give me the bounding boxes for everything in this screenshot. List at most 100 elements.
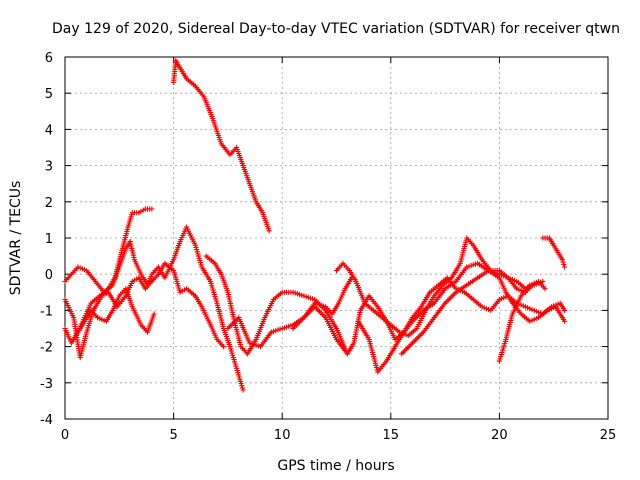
y-tick-label: -1: [40, 304, 53, 319]
data-point: [222, 345, 225, 348]
y-tick-label: -3: [40, 377, 53, 392]
data-point: [112, 309, 114, 312]
data-point: [511, 302, 514, 305]
data-point: [185, 77, 188, 80]
data-point: [516, 287, 518, 290]
data-point: [133, 258, 136, 261]
data-point: [138, 211, 140, 214]
data-point: [520, 295, 522, 297]
data-point: [120, 251, 123, 254]
data-point: [314, 306, 316, 308]
data-point: [107, 287, 110, 290]
data-point: [248, 342, 251, 344]
data-point: [563, 320, 566, 323]
data-point: [348, 269, 351, 272]
data-point: [357, 320, 360, 323]
data-point: [164, 277, 166, 279]
data-point: [481, 258, 483, 261]
data-series: [62, 58, 568, 393]
data-point: [529, 284, 531, 286]
x-tick-label: 25: [600, 428, 617, 443]
data-point: [201, 266, 203, 268]
data-point: [131, 280, 134, 283]
data-point: [255, 338, 257, 341]
data-point: [227, 327, 229, 330]
data-point: [476, 277, 479, 279]
data-point: [407, 334, 410, 337]
data-point: [303, 316, 305, 319]
data-point: [175, 59, 177, 62]
data-point: [353, 342, 355, 344]
series-markers: [73, 286, 157, 339]
data-point: [90, 309, 92, 312]
data-point: [555, 248, 557, 250]
y-tick-label: 0: [45, 268, 53, 283]
data-point: [555, 306, 557, 308]
data-point: [248, 182, 251, 185]
data-point: [498, 273, 501, 276]
data-point: [292, 327, 294, 330]
series-markers: [496, 278, 548, 364]
data-point: [220, 143, 223, 145]
data-point: [433, 316, 436, 319]
chart-title: Day 129 of 2020, Sidereal Day-to-day VTE…: [52, 21, 620, 37]
data-point: [548, 237, 551, 239]
data-point: [125, 287, 127, 290]
data-point: [466, 237, 468, 239]
data-point: [229, 345, 231, 348]
data-point: [172, 81, 175, 84]
data-point: [533, 309, 535, 312]
data-point: [511, 313, 514, 315]
data-point: [292, 324, 294, 326]
data-point: [259, 345, 262, 348]
data-point: [381, 316, 383, 319]
data-point: [179, 67, 181, 69]
data-point: [337, 302, 340, 305]
series-markers: [540, 235, 568, 270]
data-point: [455, 291, 457, 294]
data-point: [411, 320, 414, 323]
y-tick-label: 6: [45, 51, 53, 66]
data-point: [466, 266, 468, 268]
data-point: [246, 353, 249, 355]
data-point: [144, 287, 147, 290]
data-point: [544, 287, 546, 290]
data-point: [314, 298, 316, 301]
data-point: [72, 316, 75, 319]
data-point: [131, 211, 134, 214]
data-point: [242, 389, 244, 391]
data-point: [487, 269, 490, 272]
y-tick-label: 4: [45, 123, 53, 138]
data-point: [466, 284, 468, 286]
data-point: [64, 327, 66, 330]
data-point: [238, 316, 240, 319]
grid: [65, 57, 608, 419]
axis-ticks: 0 5 10 15 20 25 -4 -3 -2 -1 0 1 2 3 4 5 6: [40, 51, 616, 443]
series-sat-e: [171, 58, 272, 234]
data-point: [429, 291, 431, 294]
data-point: [70, 342, 73, 344]
data-point: [140, 324, 142, 326]
data-point: [229, 153, 231, 156]
data-point: [75, 334, 77, 337]
data-point: [524, 306, 527, 308]
data-point: [179, 240, 181, 243]
data-point: [179, 291, 181, 294]
data-point: [220, 273, 223, 276]
data-point: [563, 266, 566, 268]
data-point: [498, 269, 501, 272]
data-point: [209, 280, 212, 283]
x-tick-label: 20: [491, 428, 508, 443]
data-point: [450, 277, 453, 279]
data-point: [303, 295, 305, 297]
data-point: [144, 208, 147, 210]
data-point: [94, 280, 97, 283]
data-point: [164, 262, 166, 265]
data-point: [385, 360, 388, 362]
data-point: [481, 306, 483, 308]
data-point: [472, 298, 475, 301]
data-point: [335, 327, 338, 330]
x-axis-label: GPS time / hours: [277, 458, 394, 474]
data-point: [459, 262, 462, 265]
